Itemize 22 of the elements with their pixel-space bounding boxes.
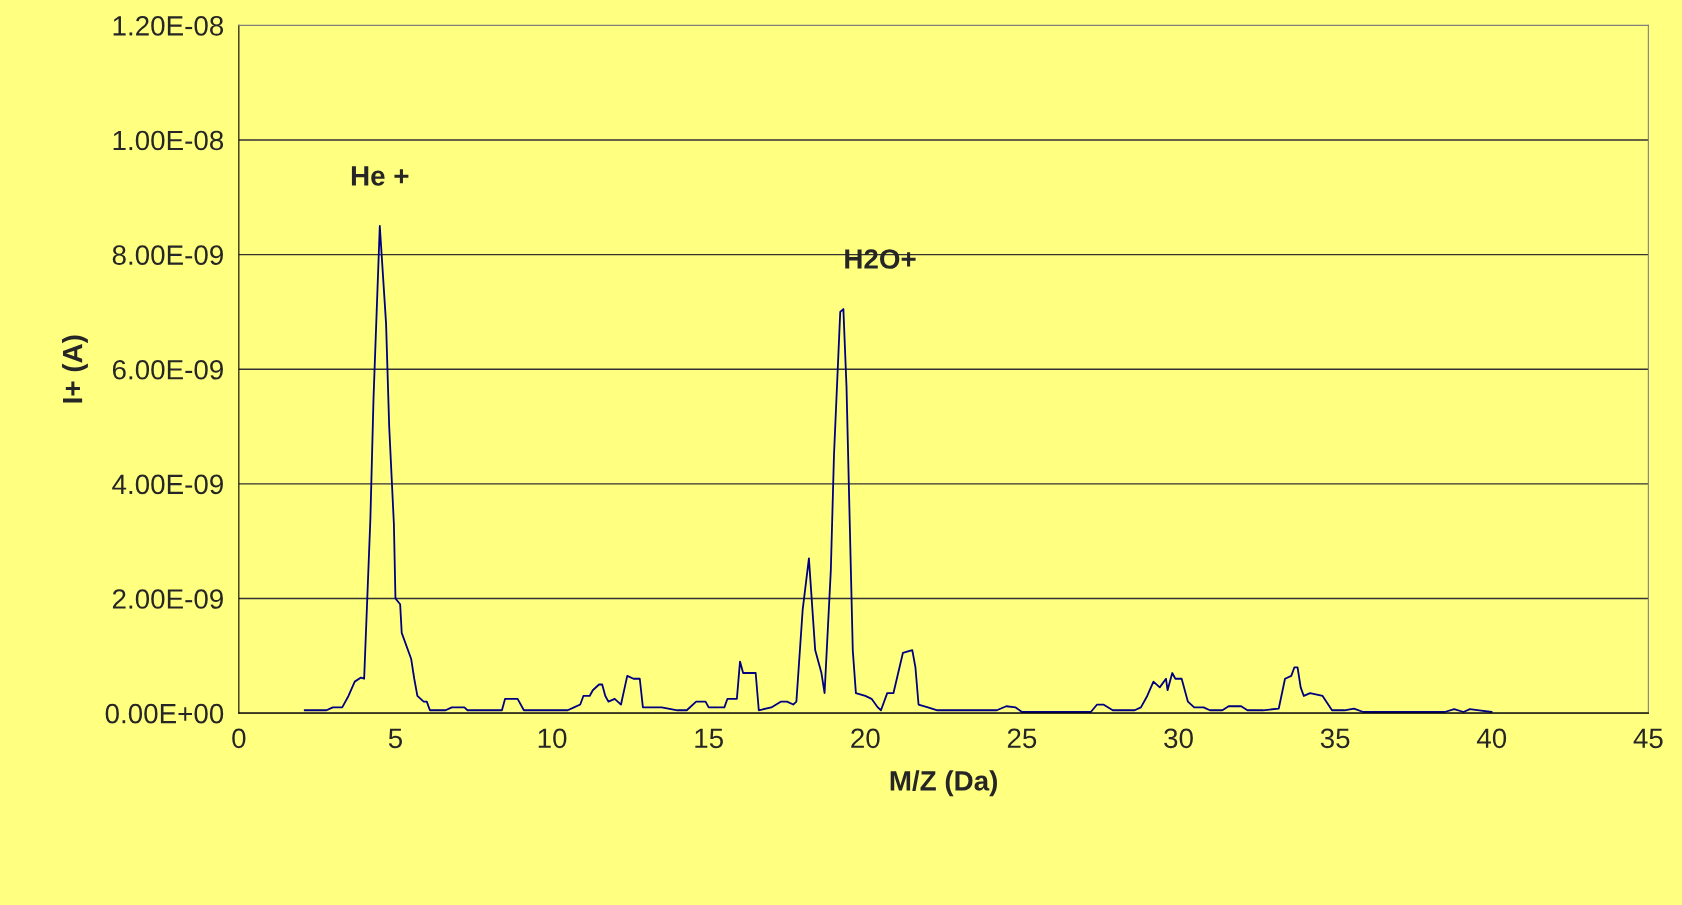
y-tick-label: 4.00E-09: [112, 474, 223, 495]
x-tick-label: 30: [1164, 728, 1193, 749]
x-tick-label: 10: [538, 728, 567, 749]
x-tick-label: 35: [1320, 728, 1350, 749]
x-tick-label: 20: [851, 728, 880, 749]
y-tick-label: 6.00E-09: [112, 359, 223, 380]
annotation: H2O+: [845, 249, 916, 269]
y-tick-label: 2.00E-09: [112, 589, 223, 609]
y-tick-label: 1.20E-08: [113, 16, 224, 36]
x-tick-label: 0: [232, 728, 246, 749]
line-series: [303, 225, 1493, 713]
y-axis-title: I+ (A): [62, 335, 88, 403]
x-tick-label: 45: [1633, 728, 1663, 749]
x-tick-label: 15: [695, 728, 723, 749]
y-tick-label: 0.00E+00: [105, 703, 224, 724]
y-tick-label: 8.00E-09: [112, 245, 223, 265]
x-tick-label: 40: [1476, 728, 1507, 749]
y-tick-label: 1.00E-08: [113, 130, 224, 151]
x-axis-title: M/Z (Da): [890, 770, 997, 797]
x-tick-label: 5: [388, 728, 403, 749]
annotation: He +: [351, 166, 409, 186]
x-tick-label: 25: [1007, 728, 1037, 749]
